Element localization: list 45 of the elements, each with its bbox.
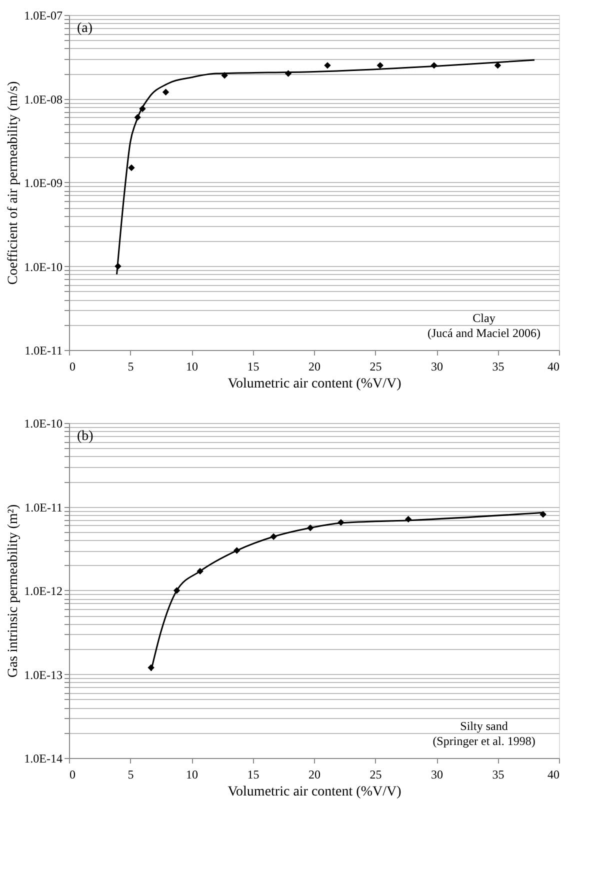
y-tick-label: 1.0E-07 (24, 8, 62, 22)
x-tick-label: 5 (128, 768, 134, 782)
x-tick-label: 15 (247, 360, 260, 374)
annotation: (Jucá and Maciel 2006) (428, 326, 540, 340)
x-tick-label: 15 (247, 768, 260, 782)
x-tick-label: 20 (308, 768, 320, 782)
point (128, 164, 135, 172)
y-tick-label: 1.0E-11 (24, 344, 62, 358)
x-axis-title: Volumetric air content (%V/V) (228, 376, 402, 392)
y-tick-label: 1.0E-13 (24, 668, 62, 682)
y-tick-label: 1.0E-11 (24, 500, 62, 514)
point (376, 62, 384, 69)
x-tick-label: 25 (370, 768, 382, 782)
y-tick-label: 1.0E-08 (24, 92, 62, 106)
x-tick-label: 0 (70, 360, 76, 374)
y-axis-title: Coefficient of air permeability (m/s) (6, 80, 22, 285)
annotation: Clay (472, 311, 496, 325)
x-tick-label: 25 (370, 360, 382, 374)
x-tick-label: 0 (70, 768, 76, 782)
annotation: (Springer et al. 1998) (432, 734, 536, 748)
annotation: Silty sand (460, 719, 508, 733)
x-tick-label: 40 (548, 360, 560, 374)
y-tick-label: 1.0E-09 (24, 176, 62, 190)
y-tick-label: 1.0E-10 (24, 260, 62, 274)
x-tick-label: 40 (548, 768, 560, 782)
y-tick-label: 1.0E-10 (24, 416, 62, 430)
x-tick-label: 30 (431, 360, 443, 374)
x-axis-title: Volumetric air content (%V/V) (228, 784, 402, 800)
y-tick-label: 1.0E-14 (24, 752, 62, 766)
x-tick-label: 35 (492, 768, 504, 782)
y-axis-title: Gas intrinsic permeability (m²) (6, 504, 22, 678)
x-tick-label: 35 (492, 360, 504, 374)
point (494, 62, 502, 69)
x-tick-label: 5 (128, 360, 134, 374)
x-tick-label: 20 (308, 360, 320, 374)
point (324, 62, 331, 69)
annotation: (a) (77, 21, 93, 36)
annotation: (b) (77, 429, 94, 444)
y-tick-label: 1.0E-12 (24, 584, 62, 598)
point (540, 511, 546, 518)
x-tick-label: 10 (186, 360, 198, 374)
line-series (116, 59, 536, 276)
x-tick-label: 30 (431, 768, 443, 782)
x-tick-label: 10 (186, 768, 198, 782)
point (162, 88, 170, 96)
